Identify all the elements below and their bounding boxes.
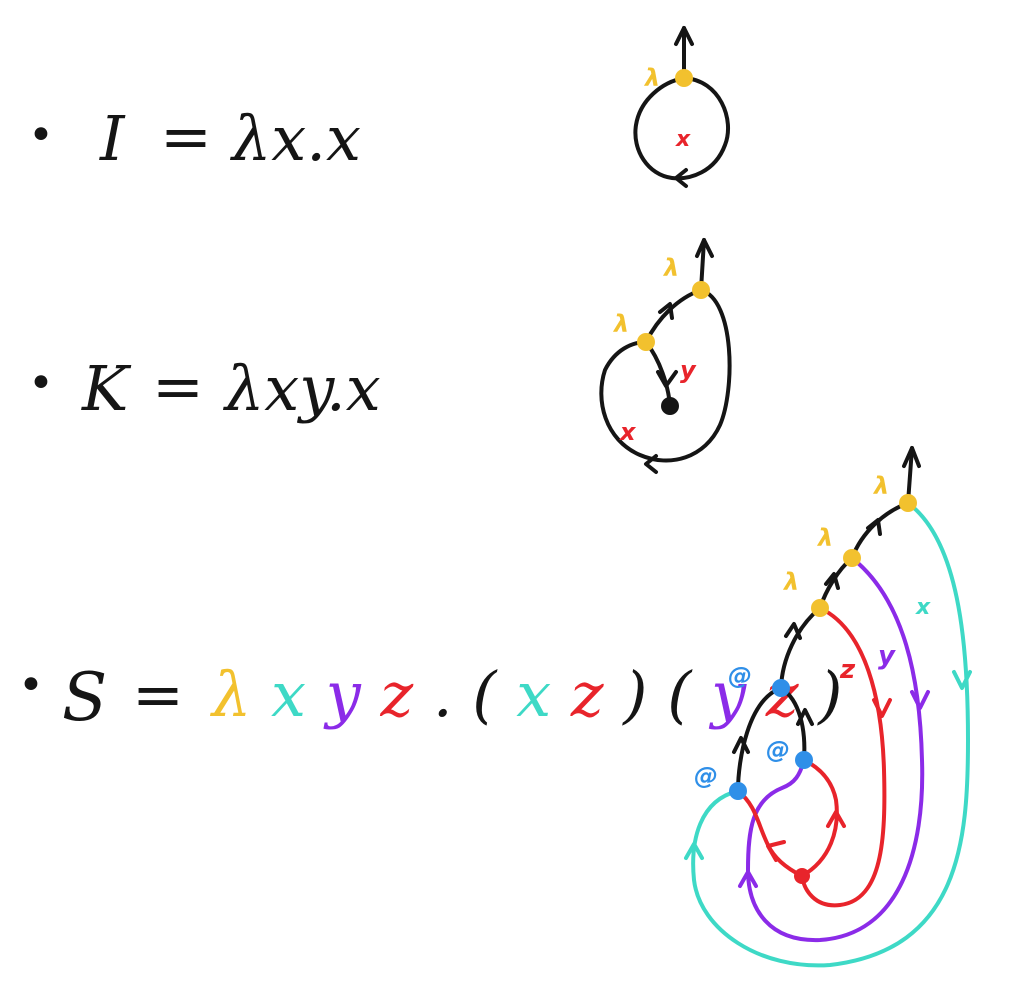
diagram-k: λ λ y x [599,238,732,474]
bullet-i: • [28,110,54,161]
diagram-k-dead-end [661,397,679,415]
diagram-s-y-edge [746,556,925,943]
diagram-i-lambda-node [675,69,693,87]
diagram-s-duplicator-node [794,868,810,884]
diagram-i-var-label: x [675,127,691,152]
diagram-k-output-arrow [695,238,714,258]
diagram-s-app-node-1 [772,679,790,697]
diagram-s-z-label: z [839,655,856,685]
diagram-s-z-branch-right [800,758,839,878]
diagram-s-output-edge [906,446,914,505]
diagram-s-z-arrow [872,698,892,718]
diagram-i: λ x [633,26,730,188]
s-lambda: λ [209,658,251,731]
diagram-k-body-arrow [658,302,674,320]
diagram-k-y-label: y [680,356,697,384]
formula-k: • K = λxy.x [28,350,381,425]
formula-i: • I = λx.x [28,100,361,175]
diagram-i-loop-arrow [674,168,688,188]
formula-i-rhs: λx.x [229,102,361,175]
diagram-s-spine-1-arrow [866,518,882,536]
diagram-s-y-label: y [878,641,896,671]
formula-s-equals: = [132,658,184,731]
diagram-k-lambda-label-1: λ [662,254,679,282]
diagram-i-lambda-label: λ [643,64,660,92]
diagram-k-lambda-label-2: λ [612,310,629,338]
diagram-s-x-arrow-2 [684,842,704,860]
diagram-s-lambda-label-1: λ [872,472,889,500]
diagram-s-spine-2-arrow [824,572,840,590]
formula-s-rhs: λ x y z . ( x z ) ( y z ) [209,658,842,731]
bullet-s: • [18,660,44,711]
diagram-s-lambda-node-2 [843,549,861,567]
diagram-s-x-edge [691,501,970,968]
s-z2: z [570,658,604,731]
diagram-s-app-right-arrow [796,708,814,726]
diagram-s-output-arrow [902,446,921,468]
formula-s-lhs: S [62,659,107,736]
diagram-s-spine-3-arrow [784,622,802,640]
s-rparen-1: ) [621,658,647,731]
s-z1: z [379,658,413,731]
formula-k-rhs: λxy.x [222,352,381,425]
diagram-k-x-label: x [619,418,637,446]
diagram-s-z-edge [800,606,887,908]
s-y1: y [323,658,362,731]
diagram-s-y-arrow-2 [738,870,758,888]
formula-k-lhs: K [81,352,132,425]
diagram-s-lambda-label-3: λ [782,568,799,596]
diagram-s-lambda-node-1 [899,494,917,512]
s-lparen-2: ( [667,658,693,731]
diagram-k-y-arrow [656,370,678,388]
diagram-s: λ λ λ @ @ @ x y z [684,446,972,968]
diagram-k-lambda-node-inner [637,333,655,351]
diagram-s-x-arrow-1 [952,670,972,690]
s-x1: x [271,658,306,731]
formula-i-equals: = [160,100,212,173]
diagram-s-z-branch-right-arrow [826,810,846,828]
s-lparen-1: ( [472,658,498,731]
diagram-s-app-node-3 [729,782,747,800]
diagram-k-lambda-node-outer [692,281,710,299]
diagram-i-output-arrow [674,26,694,46]
diagram-k-x-arrow [644,454,658,474]
diagram-s-z-branch-left-arrow [766,840,786,862]
s-y2: y [708,658,747,731]
formula-s: • S = λ x y z . ( x z ) ( y z ) [18,658,842,736]
diagram-i-loop [633,76,730,181]
diagram-s-app-left-arrow [732,736,750,754]
diagram-s-app-label-3: @ [694,762,718,790]
diagram-s-lambda-label-2: λ [816,524,833,552]
diagram-s-x-label: x [915,595,931,620]
diagram-s-app-label-1: @ [728,662,752,690]
bullet-k: • [28,358,54,409]
diagram-s-lambda-node-3 [811,599,829,617]
diagram-s-app-left [736,686,783,793]
s-x2: x [516,658,551,731]
s-dot: . [433,658,453,731]
s-rparen-2: ) [816,658,842,731]
diagram-s-y-arrow-1 [910,690,930,710]
formula-i-lhs: I [99,102,126,175]
formula-k-equals: = [152,350,204,423]
diagram-s-app-label-2: @ [766,736,790,764]
diagram-s-app-node-2 [795,751,813,769]
